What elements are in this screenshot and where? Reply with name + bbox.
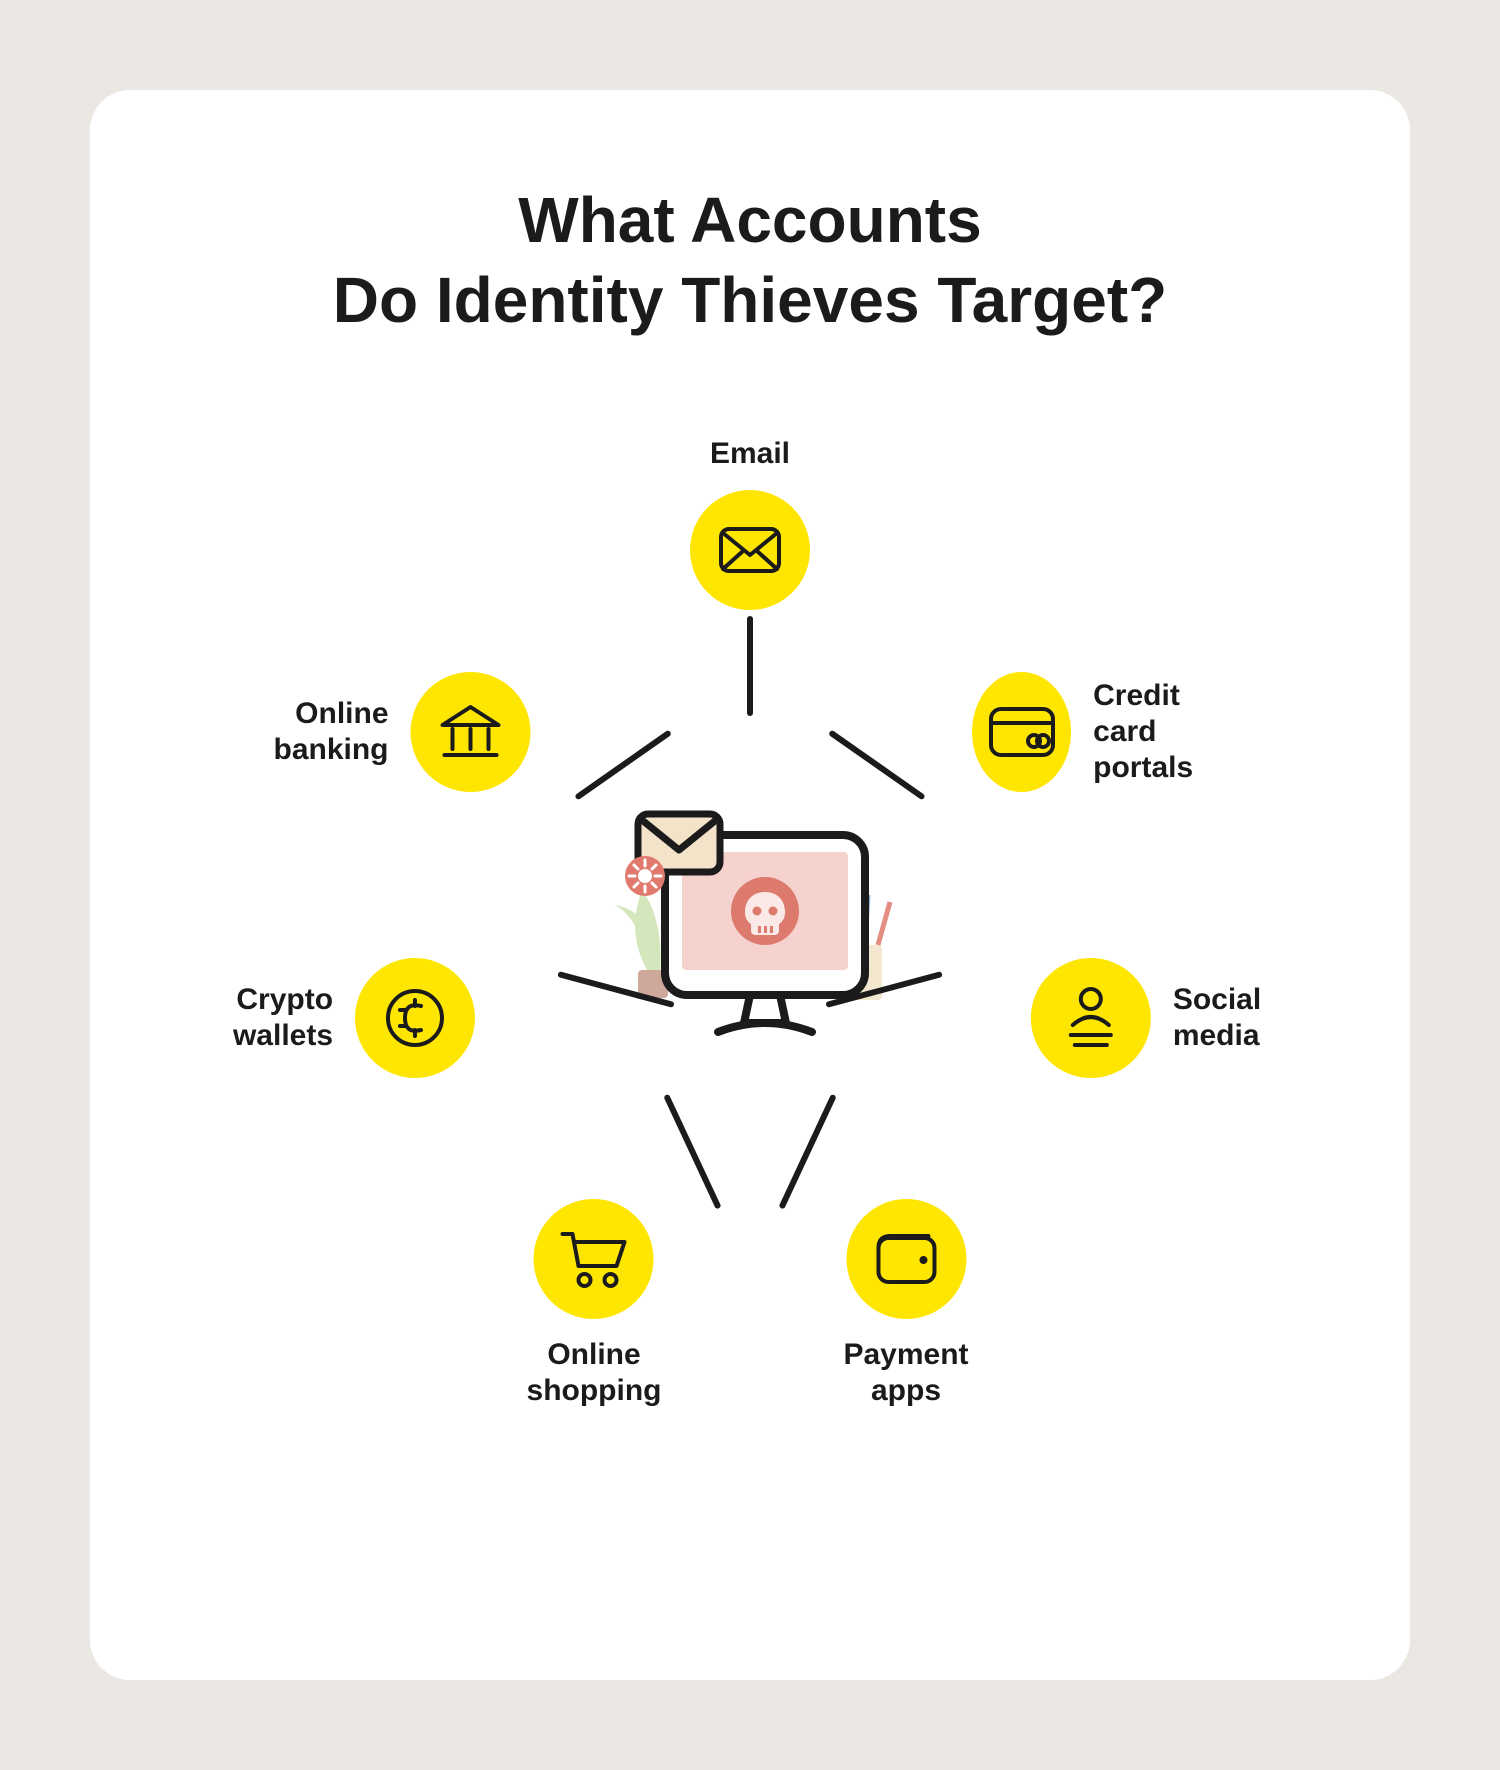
- node-label-banking: Onlinebanking: [273, 696, 388, 768]
- node-crypto: Cryptowallets: [233, 958, 475, 1078]
- node-label-payment: Paymentapps: [843, 1337, 968, 1409]
- center-computer-graphic: [590, 780, 910, 1080]
- title-line-2: Do Identity Thieves Target?: [333, 264, 1168, 336]
- node-credit: Credit cardportals: [972, 672, 1224, 792]
- coin-icon: [355, 958, 475, 1078]
- node-label-shopping: Onlineshopping: [527, 1337, 662, 1409]
- node-email: Email: [690, 436, 810, 610]
- person-icon: [1031, 958, 1151, 1078]
- computer-malware-icon: [590, 780, 910, 1080]
- cart-icon: [534, 1199, 654, 1319]
- bank-icon: [411, 672, 531, 792]
- node-label-credit: Credit cardportals: [1093, 678, 1224, 786]
- node-label-social: Socialmedia: [1173, 982, 1261, 1054]
- node-banking: Onlinebanking: [273, 672, 530, 792]
- wallet-icon: [846, 1199, 966, 1319]
- envelope-icon: [690, 490, 810, 610]
- title-line-1: What Accounts: [518, 184, 981, 256]
- connector-line: [778, 1094, 836, 1210]
- node-shopping: Onlineshopping: [527, 1199, 662, 1409]
- credit-card-icon: [972, 672, 1071, 792]
- connector-line: [747, 616, 753, 716]
- node-label-crypto: Cryptowallets: [233, 982, 333, 1054]
- connector-line: [663, 1094, 721, 1210]
- infographic-title: What Accounts Do Identity Thieves Target…: [150, 180, 1350, 340]
- radial-diagram: Email Credit cardportals Socialmedia Paymen…: [150, 380, 1350, 1480]
- node-social: Socialmedia: [1031, 958, 1261, 1078]
- node-payment: Paymentapps: [843, 1199, 968, 1409]
- node-label-email: Email: [710, 436, 790, 472]
- infographic-card: What Accounts Do Identity Thieves Target…: [90, 90, 1410, 1680]
